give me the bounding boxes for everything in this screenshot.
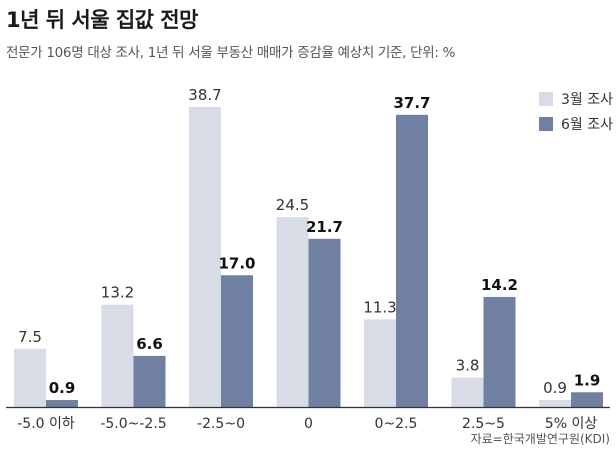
data-label-march-3: 24.5 xyxy=(276,196,309,214)
bar-march-2 xyxy=(189,107,221,407)
legend-swatch-march xyxy=(539,92,553,106)
bar-june-5 xyxy=(483,296,516,407)
data-label-march-0: 7.5 xyxy=(18,328,42,346)
x-tick-label-5: 2.5~5 xyxy=(462,416,505,432)
bar-march-4 xyxy=(364,319,396,407)
data-label-june-3: 21.7 xyxy=(306,218,343,236)
data-label-june-2: 17.0 xyxy=(218,254,255,272)
bar-june-0 xyxy=(46,400,78,407)
bar-june-2 xyxy=(221,275,253,407)
chart-title: 1년 뒤 서울 집값 전망 xyxy=(6,8,198,32)
legend-label-june: 6월 조사 xyxy=(561,117,613,133)
legend-swatch-june xyxy=(539,117,553,131)
data-label-june-1: 6.6 xyxy=(136,335,163,353)
x-tick-label-2: -2.5~0 xyxy=(197,416,245,432)
bar-march-6 xyxy=(539,400,571,407)
data-label-june-6: 1.9 xyxy=(574,371,601,389)
data-label-march-2: 38.7 xyxy=(188,86,221,104)
data-label-june-0: 0.9 xyxy=(49,379,76,397)
source-note: 자료=한국개발연구원(KDI) xyxy=(470,432,610,446)
legend-item-june: 6월 조사 xyxy=(539,113,613,135)
x-tick-label-1: -5.0~-2.5 xyxy=(100,416,166,432)
data-label-june-4: 37.7 xyxy=(393,94,430,112)
bar-march-0 xyxy=(14,348,46,407)
data-label-march-6: 0.9 xyxy=(543,379,567,397)
x-tick-label-0: -5.0 이하 xyxy=(17,416,75,432)
bar-june-3 xyxy=(308,238,341,407)
bar-march-1 xyxy=(101,304,134,407)
bar-june-4 xyxy=(396,114,428,407)
bar-march-5 xyxy=(451,377,484,407)
legend: 3월 조사 6월 조사 xyxy=(539,88,613,138)
legend-item-march: 3월 조사 xyxy=(539,88,613,110)
x-tick-label-3: 0 xyxy=(304,416,313,432)
data-label-march-4: 11.3 xyxy=(363,298,396,316)
data-label-march-5: 3.8 xyxy=(456,357,480,375)
x-tick-label-4: 0~2.5 xyxy=(375,416,418,432)
chart-subtitle: 전문가 106명 대상 조사, 1년 뒤 서울 부동산 매매가 증감율 예상치 … xyxy=(6,45,456,61)
bar-march-3 xyxy=(276,217,309,407)
x-tick-label-6: 5% 이상 xyxy=(545,416,598,432)
data-label-march-1: 13.2 xyxy=(101,284,134,302)
bar-june-1 xyxy=(133,355,166,407)
bar-june-6 xyxy=(571,392,603,407)
legend-label-march: 3월 조사 xyxy=(561,92,613,108)
data-label-june-5: 14.2 xyxy=(481,276,518,294)
